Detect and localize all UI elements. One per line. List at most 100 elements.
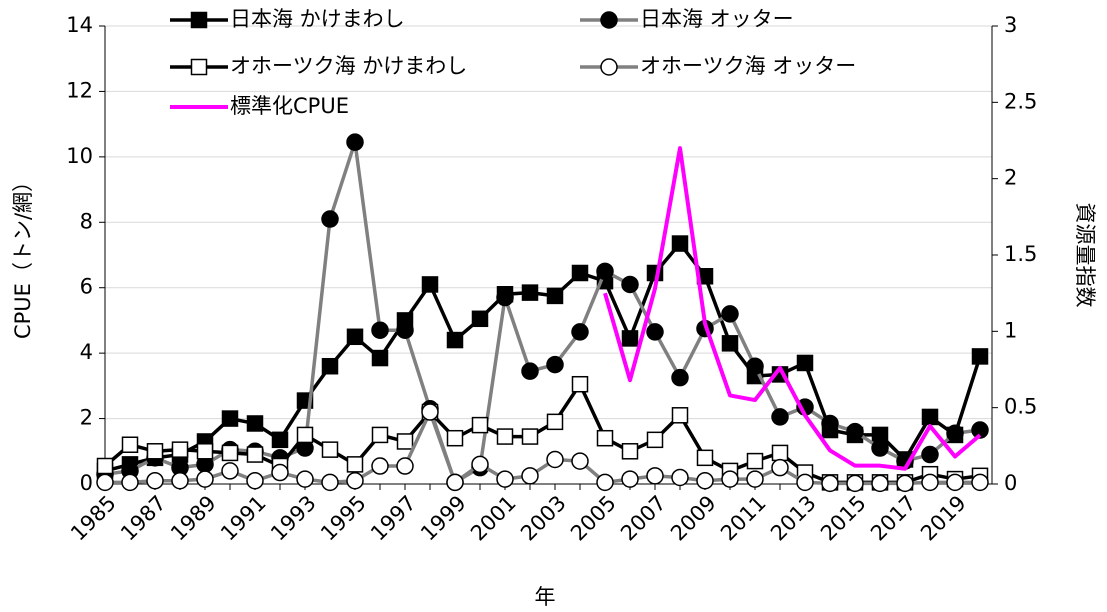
data-point [721, 335, 739, 352]
x-tick-label: 2015 [816, 491, 871, 546]
data-point [546, 450, 564, 469]
data-point [571, 264, 589, 282]
data-point [221, 444, 239, 462]
data-point [346, 328, 364, 346]
y-tick-label: 8 [80, 209, 93, 233]
y2-axis-title: 資源量指数 [1073, 203, 1097, 308]
data-point [521, 362, 539, 380]
data-point [721, 470, 739, 488]
y-tick-label: 0 [80, 471, 93, 495]
legend-marker [190, 58, 208, 76]
data-point [871, 474, 889, 493]
x-tick-label: 2019 [916, 491, 971, 546]
x-tick-label: 1989 [166, 491, 221, 546]
data-point [546, 355, 564, 374]
data-point [346, 471, 364, 490]
y-tick-label: 4 [80, 340, 93, 364]
data-point [171, 471, 189, 490]
data-point [296, 470, 314, 488]
data-point [521, 428, 539, 445]
data-point [246, 471, 264, 490]
x-tick-label: 2011 [716, 491, 771, 546]
x-tick-label: 1991 [216, 491, 271, 546]
data-point [846, 422, 864, 441]
data-point [746, 357, 764, 375]
y2-tick-label: 0.5 [1004, 395, 1037, 419]
data-point [946, 424, 964, 443]
data-point [846, 474, 864, 493]
y-tick-label: 14 [66, 13, 93, 37]
data-point [371, 457, 389, 475]
y2-tick-label: 2 [1004, 166, 1017, 190]
data-point [296, 426, 314, 444]
data-point [446, 429, 464, 447]
data-point [121, 436, 139, 453]
data-point [146, 443, 164, 460]
data-point [971, 473, 989, 492]
data-point [421, 276, 439, 293]
x-tick-label: 2003 [516, 491, 571, 546]
data-point [96, 473, 114, 492]
data-point [921, 473, 939, 492]
x-tick-label: 2013 [766, 491, 821, 546]
data-point [496, 470, 514, 488]
x-tick-label: 2001 [466, 491, 521, 546]
data-point [796, 354, 814, 372]
x-tick-label: 1999 [416, 491, 471, 546]
data-point [771, 408, 789, 426]
data-point [271, 431, 289, 449]
data-point [346, 456, 364, 473]
data-point [571, 452, 589, 470]
data-point [671, 468, 689, 487]
data-point [246, 446, 264, 463]
data-point [646, 431, 664, 449]
data-point [446, 473, 464, 492]
data-point [271, 463, 289, 482]
data-point [471, 310, 489, 328]
data-point [596, 262, 614, 281]
data-point [921, 445, 939, 464]
data-point [871, 439, 889, 457]
data-point [796, 473, 814, 492]
data-point [96, 457, 114, 475]
data-point [571, 323, 589, 341]
x-tick-label: 2009 [666, 491, 721, 546]
data-point [721, 305, 739, 323]
data-point [771, 458, 789, 477]
data-point [671, 368, 689, 387]
data-point [521, 284, 539, 301]
legend-marker [190, 11, 208, 29]
data-point [321, 473, 339, 492]
legend-label: オホーツク海 かけまわし [230, 54, 467, 78]
y-tick-label: 6 [80, 275, 93, 299]
data-point [621, 330, 639, 347]
data-point [971, 421, 989, 439]
data-point [646, 323, 664, 341]
data-point [896, 474, 914, 493]
data-point [321, 210, 339, 228]
legend-marker [600, 58, 618, 76]
data-point [946, 473, 964, 492]
data-point [171, 441, 189, 458]
data-point [671, 407, 689, 424]
y-tick-label: 12 [66, 78, 93, 102]
data-point [396, 457, 414, 475]
data-point [771, 444, 789, 462]
x-tick-label: 1985 [66, 491, 121, 546]
legend-label: 日本海 オッター [640, 7, 794, 31]
data-point [821, 414, 839, 433]
data-point [471, 455, 489, 474]
legend-marker [600, 11, 618, 29]
data-point [921, 408, 939, 426]
data-point [196, 443, 214, 460]
data-point [321, 357, 339, 375]
data-point [646, 467, 664, 485]
y-axis-title: CPUE（トン/網） [11, 171, 35, 339]
x-axis-title: 年 [535, 585, 556, 609]
y-tick-label: 2 [80, 406, 93, 430]
data-point [546, 413, 564, 431]
data-point [471, 416, 489, 434]
data-point [496, 428, 514, 445]
series-line [603, 146, 982, 471]
